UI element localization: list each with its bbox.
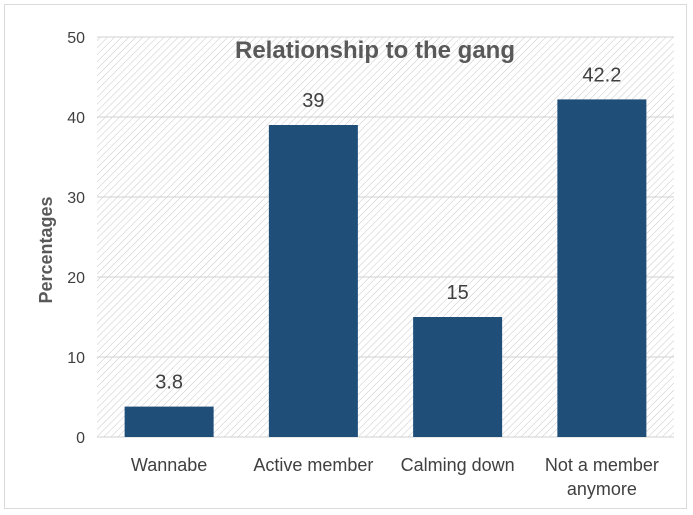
data-label: 15: [447, 282, 469, 304]
data-label: 3.8: [155, 372, 183, 394]
data-labels: 3.8 39 15 42.2: [155, 64, 621, 393]
y-tick-label: 40: [67, 110, 85, 127]
chart-frame: 0 10 20 30 40 50 3.8 39 15 42.2 Wannabe Active me…: [4, 4, 687, 509]
bar: [124, 406, 214, 437]
y-tick-label: 50: [67, 30, 85, 47]
bars: [124, 99, 647, 438]
bar: [413, 317, 503, 437]
x-tick-label: Wannabe: [131, 455, 207, 475]
x-tick-label: anymore: [567, 479, 637, 499]
chart-title: Relationship to the gang: [235, 37, 515, 64]
x-tick-label: Calming down: [401, 455, 515, 475]
data-label: 42.2: [582, 64, 621, 86]
x-tick-label: Active member: [253, 455, 373, 475]
data-label: 39: [302, 90, 324, 112]
y-tick-label: 0: [76, 430, 85, 447]
bar: [268, 125, 358, 437]
y-axis-title: Percentages: [36, 196, 56, 303]
y-tick-label: 20: [67, 270, 85, 287]
x-axis: Wannabe Active member Calming down Not a me…: [131, 455, 659, 499]
y-tick-label: 10: [67, 350, 85, 367]
x-tick-label: Not a member: [545, 455, 659, 475]
bar-chart: 0 10 20 30 40 50 3.8 39 15 42.2 Wannabe Active me…: [36, 30, 674, 499]
y-tick-label: 30: [67, 190, 85, 207]
bar: [557, 99, 647, 438]
y-axis: 0 10 20 30 40 50: [67, 30, 85, 447]
